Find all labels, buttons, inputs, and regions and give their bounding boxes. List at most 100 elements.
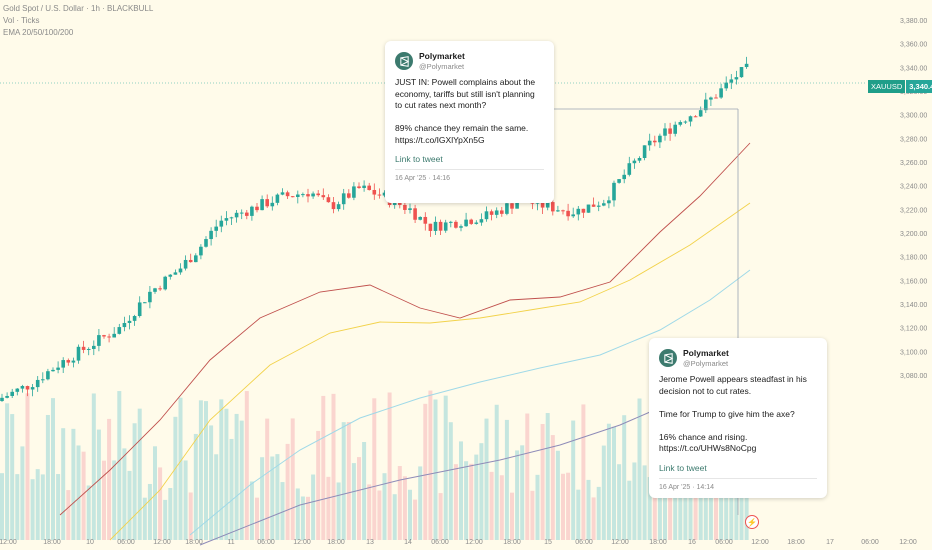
time-tick-label: 06:00 bbox=[715, 539, 733, 546]
volume-bar bbox=[188, 492, 193, 540]
volume-bar bbox=[122, 448, 127, 540]
time-tick-label: 18:00 bbox=[185, 539, 203, 546]
volume-bar bbox=[56, 474, 61, 540]
volume-bar bbox=[163, 499, 168, 540]
candle-body bbox=[566, 210, 570, 217]
price-axis[interactable]: 3,380.003,360.003,340.003,320.003,300.00… bbox=[900, 18, 927, 380]
volume-bar bbox=[112, 460, 117, 540]
volume-bar bbox=[428, 390, 433, 540]
tweet-link[interactable]: Link to tweet bbox=[659, 462, 707, 473]
volume-bar bbox=[448, 422, 453, 540]
candle-body bbox=[653, 140, 657, 143]
candle-body bbox=[347, 193, 351, 198]
candle-body bbox=[739, 67, 744, 78]
candle-body bbox=[260, 199, 264, 211]
tweet-author-handle: @Polymarket bbox=[419, 62, 465, 71]
candle-body bbox=[41, 379, 45, 381]
volume-bar bbox=[606, 423, 611, 540]
candle-body bbox=[76, 346, 81, 361]
candle-body bbox=[622, 174, 626, 180]
candle-body bbox=[459, 226, 463, 228]
tweet-card[interactable]: Polymarket @Polymarket JUST IN: Powell c… bbox=[385, 41, 554, 203]
volume-bar bbox=[214, 454, 219, 540]
candle-body bbox=[413, 208, 417, 220]
volume-bar bbox=[224, 408, 229, 540]
volume-bar bbox=[627, 480, 632, 540]
time-tick-label: 15 bbox=[544, 539, 552, 546]
volume-bar bbox=[433, 399, 438, 540]
price-tick-label: 3,380.00 bbox=[900, 18, 927, 25]
volume-bar bbox=[382, 473, 387, 540]
candle-body bbox=[194, 255, 198, 263]
price-tick-label: 3,340.00 bbox=[900, 65, 927, 72]
polymarket-logo-icon bbox=[395, 52, 413, 70]
candle-body bbox=[704, 99, 708, 111]
candle-body bbox=[438, 221, 443, 231]
volume-bar bbox=[499, 475, 504, 540]
symbol-title[interactable]: Gold Spot / U.S. Dollar · 1h · BLACKBULL bbox=[3, 4, 154, 13]
price-tag-symbol: XAUUSD bbox=[868, 80, 906, 93]
volume-bar bbox=[25, 393, 30, 540]
volume-bar bbox=[566, 472, 571, 540]
volume-bar bbox=[147, 483, 152, 540]
volume-bar bbox=[336, 482, 341, 540]
price-tick-label: 3,260.00 bbox=[900, 160, 927, 167]
volume-bar bbox=[193, 433, 198, 540]
volume-bar bbox=[341, 422, 346, 540]
candle-body bbox=[454, 221, 458, 228]
volume-bar bbox=[40, 474, 45, 540]
volume-bar bbox=[326, 476, 331, 540]
candle-body bbox=[489, 211, 494, 215]
volume-bar bbox=[142, 497, 147, 540]
candle-body bbox=[627, 163, 632, 175]
volume-bar bbox=[71, 428, 76, 540]
volume-bar bbox=[397, 466, 402, 540]
ema-indicator-label[interactable]: EMA 20/50/100/200 bbox=[3, 28, 74, 37]
volume-bar bbox=[550, 435, 555, 540]
candle-body bbox=[474, 222, 479, 224]
time-tick-label: 06:00 bbox=[575, 539, 593, 546]
candle-body bbox=[92, 345, 96, 349]
tweet-link[interactable]: Link to tweet bbox=[395, 154, 443, 164]
candle-body bbox=[245, 212, 249, 216]
volume-bar bbox=[96, 429, 101, 540]
candle-body bbox=[464, 219, 468, 227]
tweet-text: Jerome Powell appears steadfast in his d… bbox=[659, 374, 807, 453]
volume-bar bbox=[234, 413, 239, 540]
volume-bar bbox=[362, 442, 367, 540]
volume-bar bbox=[229, 438, 234, 540]
volume-bar bbox=[76, 445, 81, 540]
time-tick-label: 18:00 bbox=[503, 539, 521, 546]
volume-bar bbox=[102, 460, 106, 540]
tweet-date: 16 Apr '25 · 14:16 bbox=[395, 175, 451, 182]
tweet-card[interactable]: Polymarket @Polymarket Jerome Powell app… bbox=[649, 338, 827, 498]
tweet-author-handle: @Polymarket bbox=[683, 359, 729, 368]
volume-bar bbox=[270, 456, 275, 540]
volume-bar bbox=[346, 422, 351, 540]
candle-body bbox=[81, 346, 86, 350]
candle-body bbox=[250, 206, 254, 216]
candle-body bbox=[433, 221, 438, 231]
volume-bar bbox=[413, 499, 418, 540]
candle-body bbox=[729, 79, 734, 83]
candle-body bbox=[428, 223, 433, 231]
volume-bar bbox=[438, 493, 443, 540]
candle-body bbox=[602, 203, 606, 206]
candle-body bbox=[418, 216, 422, 220]
volume-bar bbox=[504, 419, 509, 540]
flash-alert-icon[interactable]: ⚡ bbox=[745, 515, 759, 529]
candle-body bbox=[46, 371, 50, 380]
volume-bar bbox=[285, 443, 290, 540]
polymarket-logo-icon bbox=[659, 349, 677, 367]
candle-body bbox=[234, 212, 239, 218]
volume-indicator-label[interactable]: Vol · Ticks bbox=[3, 16, 40, 25]
volume-bar bbox=[586, 479, 591, 540]
candle-body bbox=[112, 333, 116, 338]
volume-bar bbox=[316, 430, 321, 540]
candle-body bbox=[658, 135, 662, 143]
candle-body bbox=[285, 192, 290, 197]
volume-bar bbox=[81, 451, 86, 540]
time-axis[interactable]: 12:00 18:00 10 06:00 12:00 18:00 11 06:00 12:00 1… bbox=[0, 539, 917, 546]
candle-body bbox=[209, 230, 213, 240]
